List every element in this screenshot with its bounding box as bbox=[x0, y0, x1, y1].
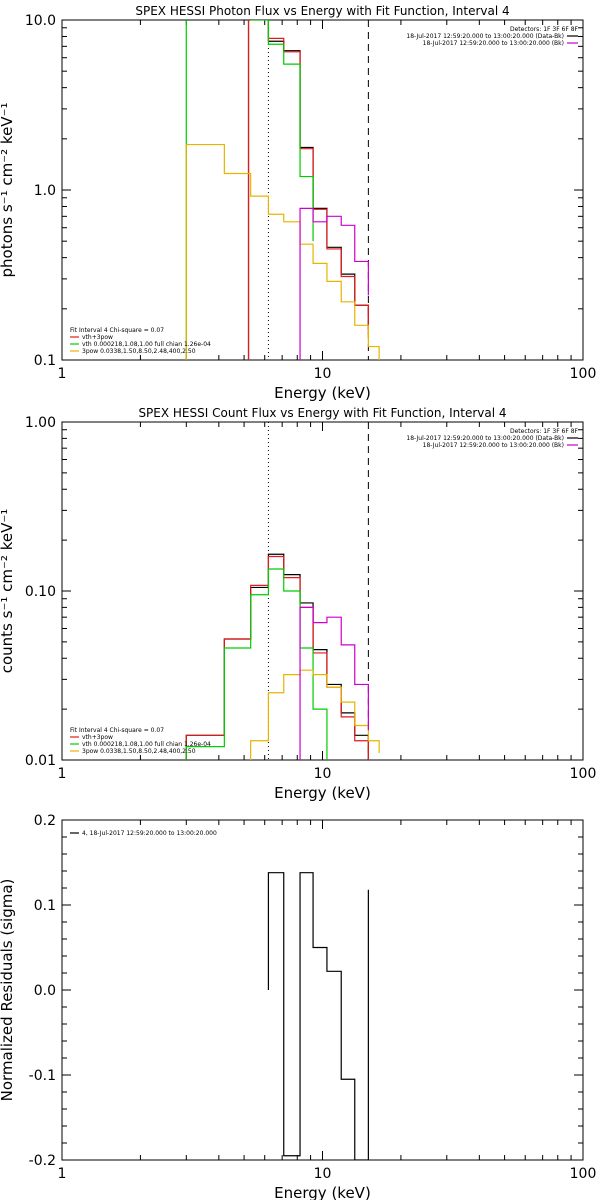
y-tick-label: 1.0 bbox=[34, 183, 56, 199]
chart-panel-3: 1 10 100 Energy (keV) -0.2 -0.1 0.0 0.1 0.2 Norma… bbox=[0, 813, 596, 1200]
x-tick-label: 100 bbox=[570, 766, 597, 782]
x-axis-label: Energy (keV) bbox=[274, 1184, 371, 1200]
y-tick-label: 0.0 bbox=[34, 983, 56, 999]
legend-entry: Fit Interval 4 Chi-square = 0.07 bbox=[70, 727, 164, 734]
x-axis: 1 10 100 Energy (keV) bbox=[58, 422, 597, 802]
y-axis: -0.2 -0.1 0.0 0.1 0.2 Normalized Residuals (s… bbox=[0, 813, 583, 1169]
header-line: 18-Jul-2017 12:59:20.000 to 13:00:20.000… bbox=[406, 435, 564, 442]
x-axis-label: Energy (keV) bbox=[274, 384, 371, 402]
x-tick-label: 1 bbox=[58, 766, 67, 782]
x-axis: 1 10 100 Energy (keV) bbox=[58, 20, 597, 402]
y-tick-label: -0.2 bbox=[29, 1153, 56, 1169]
y-axis-label: counts s⁻¹ cm⁻² keV⁻¹ bbox=[0, 509, 16, 674]
header-line: Detectors: 1F 3F 6F 8F bbox=[510, 428, 579, 435]
series-green-3 bbox=[185, 568, 328, 760]
series-green-3 bbox=[185, 20, 314, 360]
series-group bbox=[185, 20, 380, 360]
y-tick-label: 0.1 bbox=[34, 353, 56, 369]
legend-entry: vth+3pow bbox=[82, 734, 113, 741]
x-tick-label: 1 bbox=[58, 1166, 67, 1182]
x-axis-label: Energy (keV) bbox=[274, 784, 371, 802]
series-yellow-4 bbox=[250, 669, 380, 760]
header-line: 18-Jul-2017 12:59:20.000 to 13:00:20.000… bbox=[423, 442, 564, 449]
y-tick-label: 0.2 bbox=[34, 813, 56, 829]
x-tick-label: 100 bbox=[570, 1166, 597, 1182]
plot-frame bbox=[61, 19, 584, 361]
chart-title: SPEX HESSI Count Flux vs Energy with Fit… bbox=[138, 406, 506, 420]
series-group bbox=[185, 553, 380, 760]
legend-entry: vth 0.000218,1.08,1.00 full chian 1.26e-… bbox=[82, 741, 211, 748]
chart-title: SPEX HESSI Photon Flux vs Energy with Fi… bbox=[135, 4, 509, 18]
x-tick-label: 1 bbox=[58, 366, 67, 382]
series-black-1 bbox=[185, 553, 369, 760]
y-tick-label: 0.01 bbox=[25, 753, 56, 769]
y-axis-label: Normalized Residuals (sigma) bbox=[0, 879, 16, 1102]
y-axis: 0.01 0.10 1.00 counts s⁻¹ cm⁻² keV⁻¹ bbox=[0, 415, 583, 769]
y-axis: 0.1 1.0 10.0 photons s⁻¹ cm⁻² keV⁻¹ bbox=[0, 13, 583, 369]
x-tick-label: 10 bbox=[314, 1166, 332, 1182]
plot-frame bbox=[61, 819, 584, 1161]
x-tick-label: 100 bbox=[570, 366, 597, 382]
header-line: Detectors: 1F 3F 6F 8F bbox=[510, 26, 579, 33]
legend-entry: vth 0.000218,1.08,1.00 full chian 1.26e-… bbox=[82, 341, 211, 348]
legend-entry: 4, 18-Jul-2017 12:59:20.000 to 13:00:20.… bbox=[82, 830, 217, 837]
y-tick-label: 1.00 bbox=[25, 415, 56, 431]
x-tick-label: 10 bbox=[314, 766, 332, 782]
series-red-2 bbox=[247, 20, 369, 360]
y-tick-label: 0.1 bbox=[34, 898, 56, 914]
y-tick-label: 10.0 bbox=[25, 13, 56, 29]
header-line: 18-Jul-2017 12:59:20.000 to 13:00:20.000… bbox=[406, 33, 564, 40]
y-tick-label: 0.10 bbox=[25, 584, 56, 600]
series-magenta-5 bbox=[299, 606, 369, 760]
series-black-1 bbox=[267, 872, 369, 1160]
chart-panel-2: SPEX HESSI Count Flux vs Energy with Fit… bbox=[0, 406, 596, 802]
legend-entry: Fit Interval 4 Chi-square = 0.07 bbox=[70, 327, 164, 334]
series-yellow-4 bbox=[185, 143, 380, 360]
series-group bbox=[267, 872, 369, 1160]
series-black-1 bbox=[247, 20, 369, 360]
header-line: 18-Jul-2017 12:59:20.000 to 13:00:20.000… bbox=[423, 40, 564, 47]
series-red-2 bbox=[185, 555, 369, 760]
series-magenta-5 bbox=[299, 207, 369, 360]
legend-entry: vth+3pow bbox=[82, 334, 113, 341]
chart-panel-1: SPEX HESSI Photon Flux vs Energy with Fi… bbox=[0, 4, 597, 402]
y-axis-label: photons s⁻¹ cm⁻² keV⁻¹ bbox=[0, 103, 16, 278]
x-axis: 1 10 100 Energy (keV) bbox=[58, 820, 597, 1200]
legend-entry: 3pow 0.0338,1.50,8.50,2.48,400,2.50 bbox=[82, 348, 196, 355]
x-tick-label: 10 bbox=[314, 366, 332, 382]
legend-entry: 3pow 0.0338,1.50,8.50,2.48,400,2.50 bbox=[82, 748, 196, 755]
y-tick-label: -0.1 bbox=[29, 1068, 56, 1084]
